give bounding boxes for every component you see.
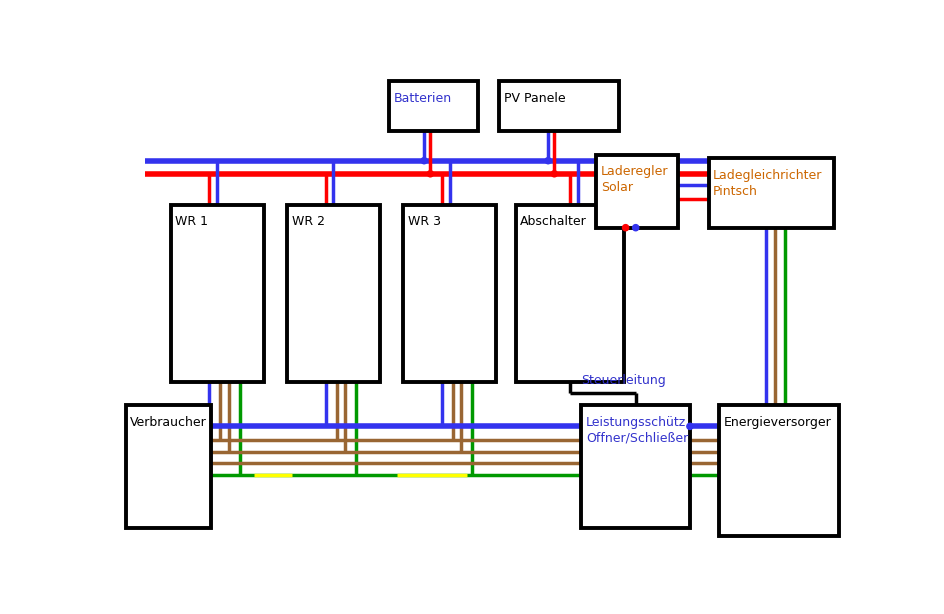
FancyBboxPatch shape [287, 204, 379, 382]
Text: Abschalter: Abschalter [520, 216, 587, 228]
Circle shape [421, 158, 428, 164]
Text: Verbraucher: Verbraucher [130, 416, 207, 429]
Circle shape [632, 225, 639, 231]
Text: Batterien: Batterien [394, 92, 452, 105]
Text: WR 2: WR 2 [292, 216, 325, 228]
FancyBboxPatch shape [597, 155, 678, 228]
Circle shape [545, 158, 551, 164]
Text: WR 1: WR 1 [176, 216, 209, 228]
FancyBboxPatch shape [709, 158, 834, 228]
FancyBboxPatch shape [171, 204, 263, 382]
Circle shape [428, 171, 433, 177]
FancyBboxPatch shape [389, 82, 479, 131]
FancyBboxPatch shape [126, 405, 211, 528]
FancyBboxPatch shape [718, 405, 839, 535]
Circle shape [687, 423, 693, 429]
FancyBboxPatch shape [515, 204, 624, 382]
Text: Steuerleitung: Steuerleitung [582, 374, 666, 387]
Text: Laderegler
Solar: Laderegler Solar [600, 165, 668, 194]
Text: Energieversorger: Energieversorger [723, 416, 831, 429]
Text: PV Panele: PV Panele [504, 92, 565, 105]
FancyBboxPatch shape [582, 405, 690, 528]
Circle shape [551, 171, 557, 177]
FancyBboxPatch shape [403, 204, 497, 382]
Circle shape [622, 225, 629, 231]
Text: WR 3: WR 3 [408, 216, 441, 228]
Text: Leistungsschütz
Offner/Schließer: Leistungsschütz Offner/Schließer [586, 416, 688, 445]
Text: Ladegleichrichter
Pintsch: Ladegleichrichter Pintsch [714, 169, 822, 198]
FancyBboxPatch shape [499, 82, 619, 131]
